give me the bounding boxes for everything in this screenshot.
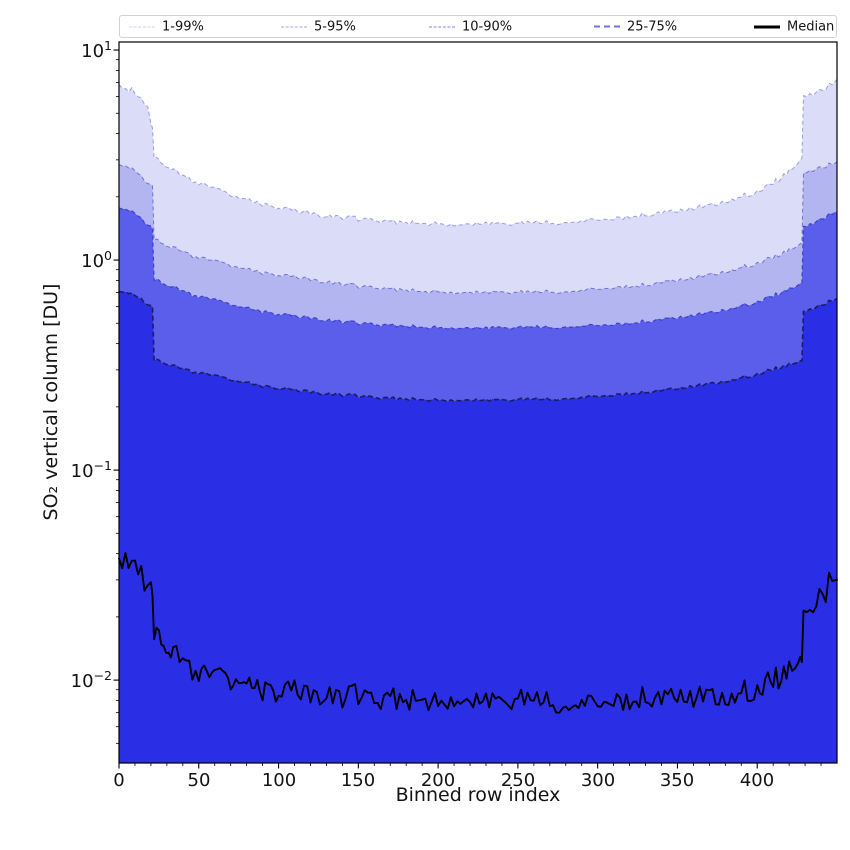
legend-label: 25-75% bbox=[627, 19, 678, 34]
band-edge-5-95% bbox=[118, 161, 838, 295]
y-tick-label-10e-1: 10−1 bbox=[70, 458, 112, 482]
legend-item-median: Median bbox=[754, 20, 834, 33]
legend-item-5-95: 5-95% bbox=[281, 20, 356, 33]
legend-label: Median bbox=[787, 19, 835, 34]
y-tick-label-10e-2: 10−2 bbox=[70, 668, 112, 692]
band-edge-25-75% bbox=[118, 290, 838, 403]
band-10-90-line-icon bbox=[429, 26, 455, 27]
legend: 1-99% 5-95% 10-90% 25-75% Median bbox=[119, 15, 837, 38]
axes-spines bbox=[118, 41, 838, 764]
x-tick-label-150: 150 bbox=[340, 770, 376, 791]
x-tick-label-0: 0 bbox=[113, 770, 125, 791]
band-25-75-line-icon bbox=[594, 25, 620, 28]
x-tick-label-300: 300 bbox=[580, 770, 616, 791]
x-axis-label: Binned row index bbox=[395, 784, 561, 806]
legend-label: 5-95% bbox=[314, 19, 356, 34]
band-edge-1-99% bbox=[118, 79, 838, 227]
band-edge-10-90% bbox=[118, 207, 838, 330]
legend-label: 10-90% bbox=[462, 19, 513, 34]
y-tick-label-10e1: 101 bbox=[81, 38, 112, 62]
x-tick-label-200: 200 bbox=[420, 770, 456, 791]
median-line bbox=[118, 552, 838, 714]
x-tick-label-50: 50 bbox=[187, 770, 211, 791]
x-tick-label-400: 400 bbox=[739, 770, 775, 791]
band-5-95-line-icon bbox=[281, 26, 307, 27]
band-1-99-line-icon bbox=[129, 26, 155, 27]
y-tick-label-10e0: 100 bbox=[81, 248, 112, 272]
x-tick-label-250: 250 bbox=[500, 770, 536, 791]
legend-item-10-90: 10-90% bbox=[429, 20, 512, 33]
legend-label: 1-99% bbox=[162, 19, 204, 34]
y-axis-label: SO₂ vertical column [DU] bbox=[40, 283, 62, 521]
median-line-icon bbox=[754, 25, 780, 28]
x-tick-label-350: 350 bbox=[659, 770, 695, 791]
legend-item-1-99: 1-99% bbox=[129, 20, 204, 33]
x-tick-label-100: 100 bbox=[261, 770, 297, 791]
legend-item-25-75: 25-75% bbox=[594, 20, 677, 33]
band-fill-25-75% bbox=[119, 291, 837, 763]
